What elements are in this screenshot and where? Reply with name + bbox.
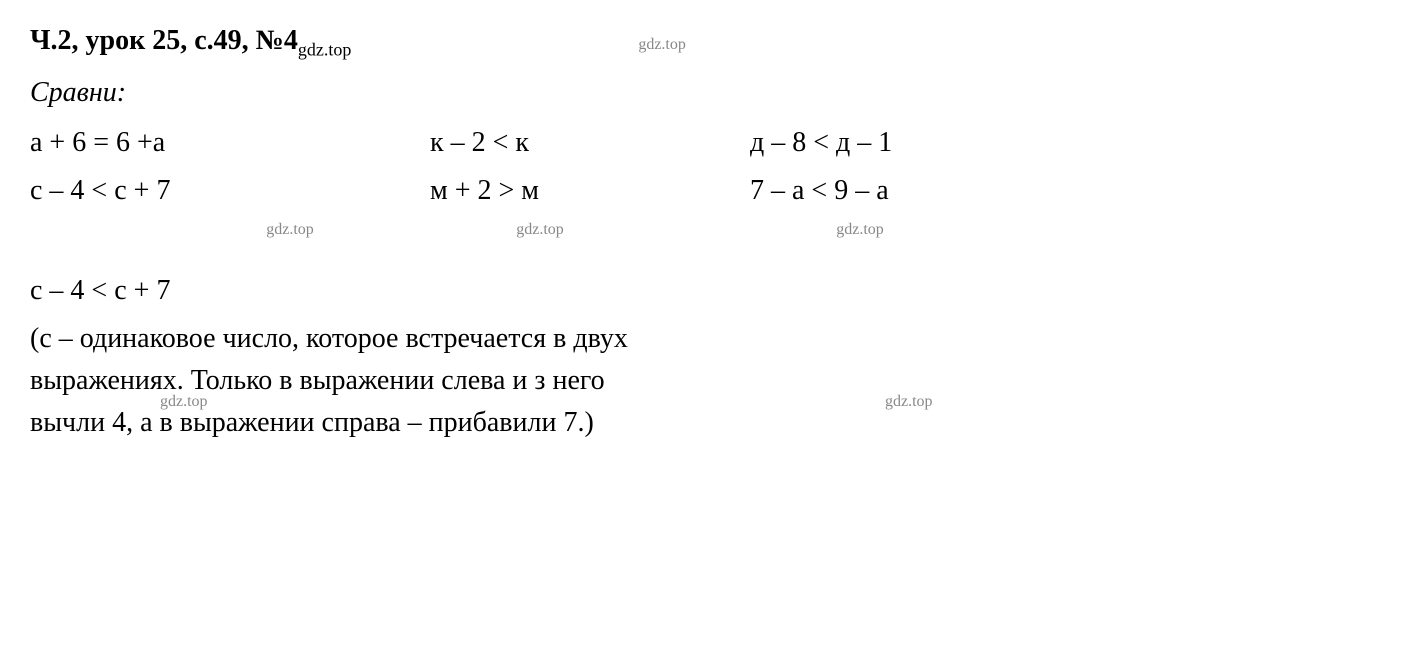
watermark-3: gdz.top bbox=[750, 218, 1070, 242]
single-expression: с – 4 < с + 7 bbox=[30, 270, 1384, 312]
comparisons-grid: а + 6 = 6 +а к – 2 < к д – 8 < д – 1 с –… bbox=[30, 122, 1384, 212]
header-subscript: gdz.top bbox=[298, 40, 352, 60]
watermark-top: gdz.top bbox=[638, 33, 686, 57]
header-text: Ч.2, урок 25, с.49, №4 bbox=[30, 25, 298, 56]
comparison-r2c3: 7 – а < 9 – а bbox=[750, 170, 1070, 212]
header-line: Ч.2, урок 25, с.49, №4gdz.top gdz.top bbox=[30, 20, 1384, 64]
comparison-r2c1: с – 4 < с + 7 bbox=[30, 170, 430, 212]
subtitle-text: Сравни bbox=[30, 77, 117, 108]
subtitle: Сравни: bbox=[30, 72, 1384, 114]
watermark-2: gdz.top bbox=[430, 218, 750, 242]
watermark-row: gdz.top gdz.top gdz.top bbox=[30, 218, 1384, 242]
note-watermark-2: gdz.top bbox=[885, 390, 933, 414]
explanation-block: (с – одинаковое число, которое встречает… bbox=[30, 318, 1080, 444]
comparison-r2c2: м + 2 > м bbox=[430, 170, 750, 212]
note-watermark-1: gdz.top bbox=[160, 390, 208, 414]
watermark-1: gdz.top bbox=[30, 218, 430, 242]
comparison-r1c3: д – 8 < д – 1 bbox=[750, 122, 1070, 164]
comparison-r1c2: к – 2 < к bbox=[430, 122, 750, 164]
explanation-line-1: (с – одинаковое число, которое встречает… bbox=[30, 318, 1080, 360]
comparison-r1c1: а + 6 = 6 +а bbox=[30, 122, 430, 164]
